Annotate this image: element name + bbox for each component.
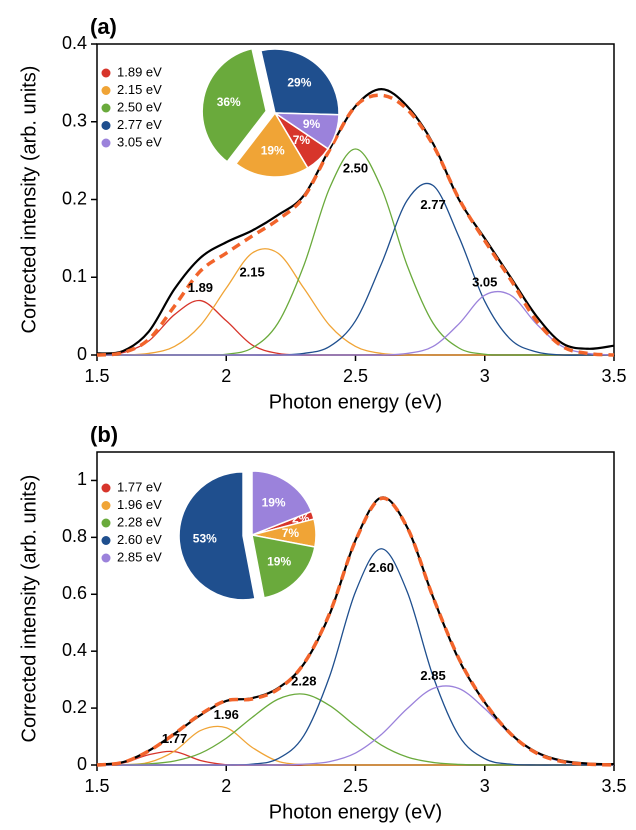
pie-slice <box>259 48 340 116</box>
peak-curve <box>96 248 614 356</box>
y-tick-label: 0.2 <box>62 697 87 717</box>
x-tick-label: 3 <box>480 366 490 386</box>
peak-label: 1.77 <box>162 731 187 746</box>
peak-label: 2.60 <box>369 560 394 575</box>
panel-label: (a) <box>90 14 117 39</box>
x-tick-label: 2.5 <box>343 776 368 796</box>
peak-label: 1.96 <box>214 707 239 722</box>
pie-slice <box>201 47 268 163</box>
y-tick-label: 0 <box>77 344 87 364</box>
plot-frame <box>96 451 615 766</box>
x-tick-label: 3 <box>480 776 490 796</box>
y-axis-label: Corrected intensity (arb. units) <box>18 66 40 334</box>
peak-label: 3.05 <box>472 275 497 290</box>
pie-label: 9% <box>303 117 321 131</box>
y-tick-label: 0.4 <box>62 33 87 53</box>
peak-label: 2.50 <box>343 160 368 175</box>
legend-label: 2.60 eV <box>117 532 162 547</box>
pie-label: 19% <box>262 495 286 509</box>
pie-label: 7% <box>282 526 300 540</box>
legend-swatch <box>101 103 111 113</box>
legend-swatch <box>101 501 111 510</box>
pie-slice <box>272 112 340 150</box>
y-tick-label: 0.3 <box>62 111 87 131</box>
peak-label: 2.77 <box>420 197 445 212</box>
fit-curve <box>96 93 615 357</box>
legend-swatch <box>101 68 111 78</box>
y-tick-label: 0.2 <box>62 188 87 208</box>
legend-label: 2.77 eV <box>117 117 162 132</box>
legend-label: 2.15 eV <box>117 82 162 97</box>
x-axis-label: Photon energy (eV) <box>269 391 442 413</box>
x-tick-label: 3.5 <box>601 366 626 386</box>
x-axis-label: Photon energy (eV) <box>269 801 442 823</box>
data-curve <box>96 496 615 766</box>
fit-curve <box>96 496 615 767</box>
legend-swatch <box>101 483 111 493</box>
pie-label: 19% <box>267 554 291 568</box>
pie-slice <box>234 111 309 178</box>
x-tick-label: 2 <box>221 776 231 796</box>
pie-slice <box>251 534 316 599</box>
legend-swatch <box>101 121 111 130</box>
legend-swatch <box>101 536 111 545</box>
pie-label: 36% <box>217 95 241 109</box>
peak-label: 2.85 <box>420 668 445 683</box>
y-tick-label: 0 <box>77 754 87 774</box>
y-tick-label: 0.8 <box>62 526 87 546</box>
x-tick-label: 1.5 <box>84 366 109 386</box>
x-tick-label: 2 <box>221 366 231 386</box>
y-tick-label: 0.4 <box>62 640 87 660</box>
legend-swatch <box>101 553 111 563</box>
legend-label: 2.85 eV <box>117 549 162 564</box>
legend-swatch <box>101 518 111 528</box>
legend-swatch <box>101 86 111 95</box>
pie-slice <box>251 470 313 537</box>
y-tick-label: 0.1 <box>62 266 87 286</box>
pie-label: 7% <box>293 133 311 147</box>
legend-label: 2.28 eV <box>117 514 162 529</box>
x-tick-label: 2.5 <box>343 366 368 386</box>
pie-label: 29% <box>287 75 311 89</box>
pie-slice <box>178 471 256 601</box>
y-tick-label: 0.6 <box>62 583 87 603</box>
legend-label: 1.89 eV <box>117 64 162 79</box>
pie-label: 19% <box>261 144 285 158</box>
peak-label: 1.89 <box>188 280 213 295</box>
peak-label: 2.15 <box>239 265 264 280</box>
panel-label: (b) <box>90 422 118 447</box>
peak-curve <box>97 290 615 356</box>
legend-label: 1.77 eV <box>117 479 162 494</box>
x-tick-label: 3.5 <box>601 776 626 796</box>
legend-label: 1.96 eV <box>117 497 162 512</box>
data-curve <box>96 87 615 355</box>
x-tick-label: 1.5 <box>84 776 109 796</box>
legend-label: 2.50 eV <box>117 99 162 114</box>
y-axis-label: Corrected intensity (arb. units) <box>18 475 40 743</box>
peak-label: 2.28 <box>291 674 316 689</box>
legend-label: 3.05 eV <box>117 134 162 149</box>
pie-label: 53% <box>193 532 217 546</box>
peak-curve <box>97 182 614 356</box>
legend-swatch <box>101 138 111 148</box>
y-tick-label: 1 <box>77 469 87 489</box>
